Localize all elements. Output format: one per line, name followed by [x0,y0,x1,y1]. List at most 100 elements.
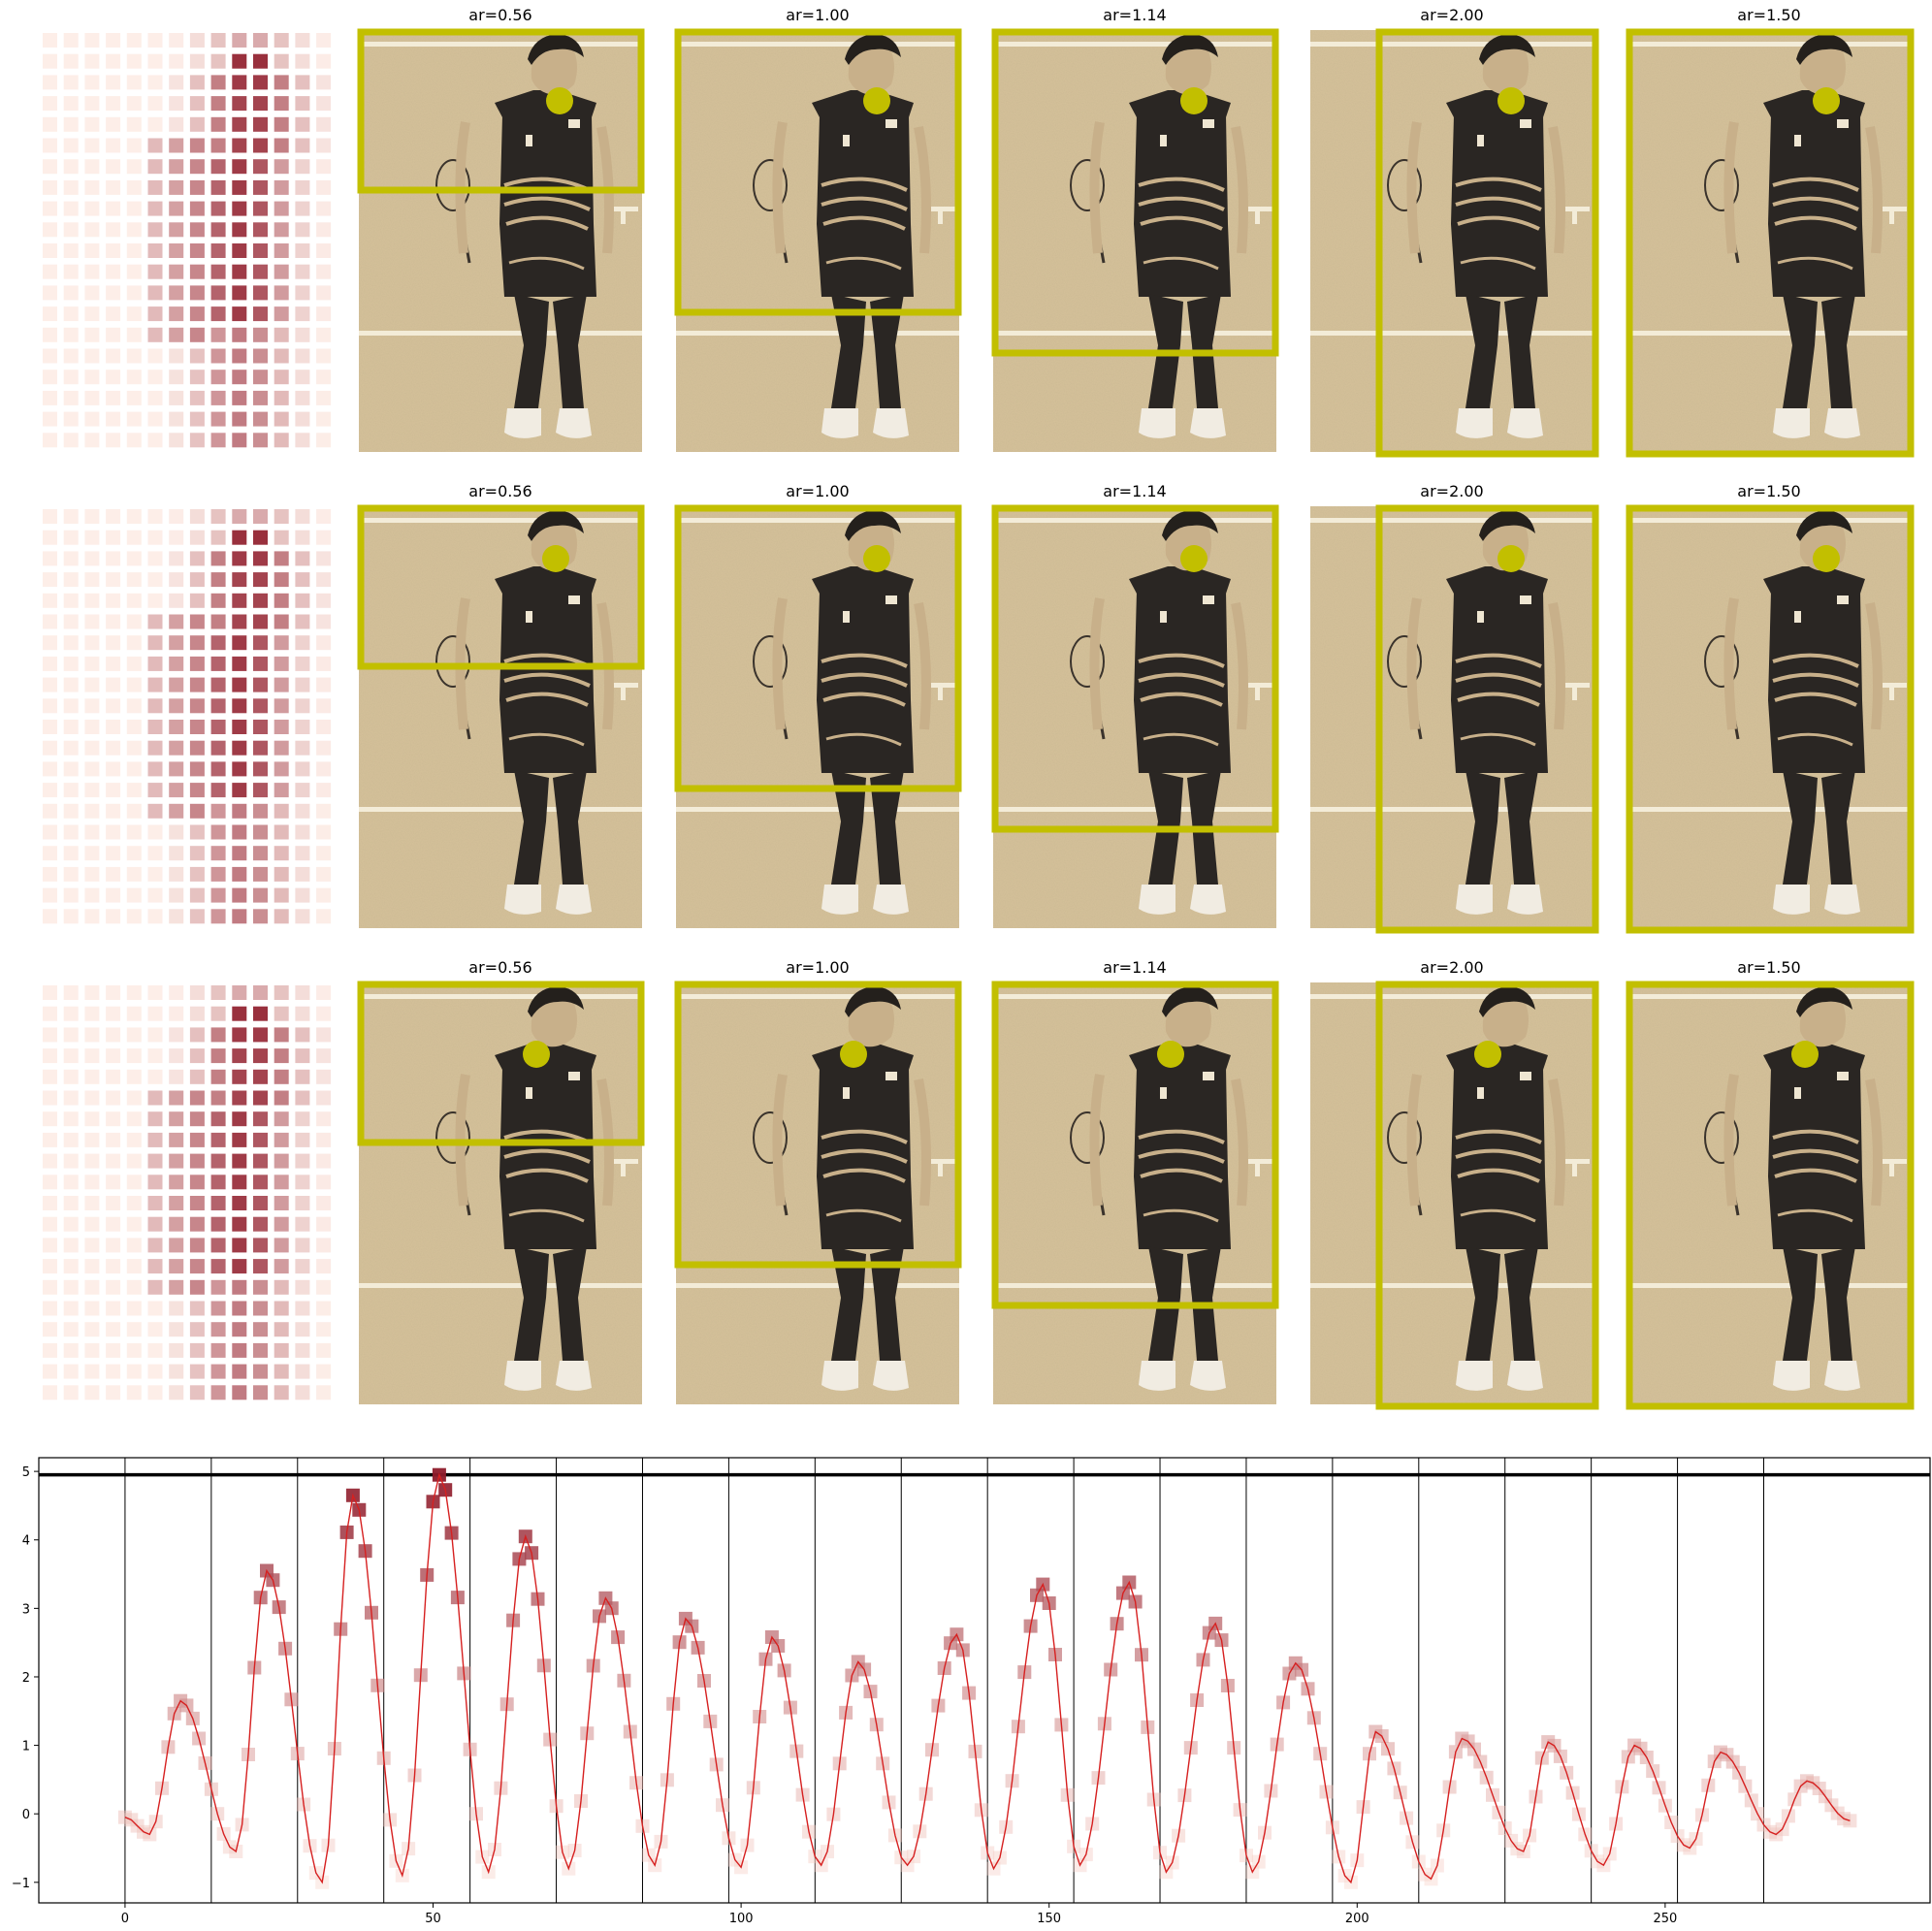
heatmap-cell [210,285,226,301]
heatmap-cell [253,803,268,819]
heatmap-cell [274,740,289,756]
heatmap-cell [295,327,310,342]
heatmap-cell [295,33,310,48]
heatmap-cell [126,1322,142,1337]
heatmap-cell [232,1027,247,1043]
heatmap-cell [232,1238,247,1253]
panel-title: ar=1.00 [786,482,849,500]
heatmap-cell [295,1111,310,1127]
heatmap-cell [189,846,205,861]
heatmap-cell [126,761,142,777]
heatmap-cell [253,1238,268,1253]
heatmap-cell [84,264,100,279]
heatmap-cell [232,509,247,524]
heatmap-cell [189,1216,205,1232]
heatmap-cell [43,1364,57,1379]
heatmap-cell [274,824,289,840]
heatmap-cell [295,985,310,1000]
heatmap-cell [189,1027,205,1043]
heatmap-cell [147,1048,163,1064]
badminton-player-photo [676,30,959,452]
heatmap-cell [147,720,163,734]
heatmap-cell [169,1090,184,1106]
heatmap-cell [43,1259,57,1274]
heatmap-cell [253,1027,268,1043]
heatmap-cell [189,75,205,90]
heatmap-cell [316,846,332,861]
heatmap-cell [295,96,310,112]
heatmap-cell [126,572,142,588]
y-tick-label: 0 [22,1808,30,1822]
heatmap-cell [169,572,184,588]
heatmap-cell [253,1069,268,1084]
heatmap-cell [84,698,100,714]
heatmap-cell [106,138,121,153]
heatmap-cell [253,306,268,322]
heatmap-cell [274,866,289,882]
heatmap-cell [169,1153,184,1169]
heatmap-cell [106,593,121,608]
heatmap-cell [169,285,184,301]
heatmap-cell [189,390,205,405]
heatmap-cell [232,1301,247,1316]
heatmap-cell [253,656,268,671]
heatmap-cell [43,824,57,840]
heatmap-cell [189,783,205,798]
heatmap-cell [126,1216,142,1232]
heatmap-cell [84,1196,100,1210]
heatmap-cell [147,1259,163,1274]
heatmap-cell [295,698,310,714]
heatmap-cell [253,433,268,448]
heatmap-cell [210,1069,226,1084]
heatmap-cell [295,783,310,798]
heatmap-cell [210,1175,226,1190]
panel-title: ar=0.56 [468,482,531,500]
heatmap-cell [63,530,79,545]
heatmap-cell [43,264,57,279]
heatmap-cell [274,138,289,153]
heatmap-cell [84,53,100,69]
yellow-dot [1474,1041,1501,1068]
heatmap-cell [147,179,163,195]
heatmap-cell [84,1364,100,1379]
heatmap-cell [63,593,79,608]
heatmap-cell [274,390,289,405]
heatmap-cell [169,887,184,903]
heatmap-cell [147,1342,163,1358]
heatmap-cell [295,909,310,924]
heatmap-cell [43,593,57,608]
heatmap-cell [232,551,247,566]
heatmap-cell [147,1006,163,1021]
heatmap-cell [274,1342,289,1358]
heatmap-cell [84,1090,100,1106]
heatmap-cell [147,824,163,840]
heatmap-cell [295,1027,310,1043]
crop-box [991,981,1279,1309]
heatmap-cell [189,572,205,588]
heatmap-cell [210,1385,226,1400]
heatmap-cell [43,572,57,588]
heatmap-cell [43,530,57,545]
heatmap-cell [232,348,247,364]
heatmap-cell [253,1048,268,1064]
heatmap-cell [106,1364,121,1379]
heatmap-cell [84,1153,100,1169]
heatmap-cell [316,1238,332,1253]
heatmap-cell [253,201,268,216]
heatmap-cell [189,159,205,175]
heatmap-cell [169,783,184,798]
heatmap-cell [106,75,121,90]
heatmap-cell [84,1216,100,1232]
heatmap-cell [84,116,100,132]
heatmap-cell [106,306,121,322]
heatmap-cell [210,1132,226,1147]
heatmap-cell [274,1111,289,1127]
heatmap-cell [169,243,184,258]
heatmap-cell [316,698,332,714]
heatmap-cell [169,1027,184,1043]
heatmap-cell [232,201,247,216]
heatmap-cell [106,740,121,756]
heatmap-cell [63,411,79,427]
badminton-player-photo [359,982,642,1404]
